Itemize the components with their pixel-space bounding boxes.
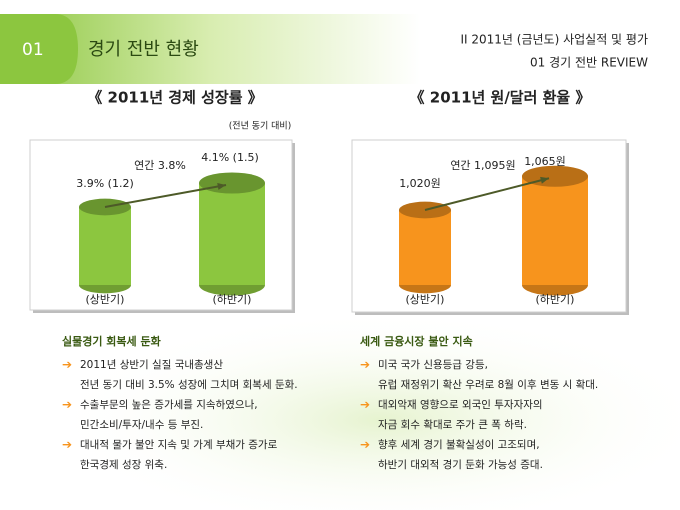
bullet-text: 자금 회수 확대로 주가 큰 폭 하락.: [378, 418, 527, 431]
value-label: 3.9% (1.2): [76, 177, 134, 190]
annotation: 연간 1,095원: [450, 159, 515, 172]
bullet-text: 민간소비/투자/내수 등 부진.: [80, 419, 203, 431]
bar: [79, 207, 131, 285]
value-label: 4.1% (1.5): [201, 151, 259, 164]
trend-arrowhead: [540, 176, 549, 184]
trend-arrowhead: [217, 183, 226, 190]
bullet-text: 한국경제 성장 위축.: [80, 458, 167, 471]
bullet-arrow: ➔: [360, 438, 370, 452]
category-label: (상반기): [86, 293, 125, 306]
chart: 《 2011년 원/달러 환율 》 (상반기) 1,020원 (하반기) 1,065원 연…: [351, 89, 629, 315]
annotation: 연간 3.8%: [134, 159, 186, 172]
category-label: (하반기): [213, 292, 252, 306]
chart: 《 2011년 경제 성장률 》 (전년 동기 대비) (상반기) 3.9% (1.2…: [29, 89, 295, 313]
bullet-arrow: ➔: [62, 398, 72, 412]
section-heading: 세계 금융시장 불안 지속: [360, 334, 473, 348]
chart-note: (전년 동기 대비): [229, 121, 291, 132]
header-number: 01: [22, 40, 44, 60]
bar: [522, 176, 588, 285]
category-label: (상반기): [406, 293, 445, 306]
bullet-arrow: ➔: [360, 398, 370, 412]
trend-arrow: [424, 177, 550, 211]
bullet-text: 미국 국가 신용등급 강등,: [378, 359, 488, 371]
bar-cap: [199, 172, 265, 194]
trend-arrow: [104, 184, 227, 208]
bullet-text: 2011년 상반기 실질 국내총생산: [80, 359, 223, 371]
bullet-text: 향후 세계 경기 불확실성이 고조되며,: [378, 438, 540, 451]
bullet-arrow: ➔: [360, 358, 370, 372]
bar: [399, 210, 451, 285]
bullet-arrow: ➔: [62, 438, 72, 452]
value-label: 1,065원: [524, 155, 566, 168]
bar: [199, 183, 265, 285]
bullet-text: 대외악재 영향으로 외국인 투자자자의: [378, 399, 543, 411]
bullet-text: 대내적 물가 불안 지속 및 가계 부채가 증가로: [80, 439, 278, 451]
chart-title: 《 2011년 경제 성장률 》: [87, 89, 262, 107]
bullet-text: 하반기 대외적 경기 둔화 가능성 증대.: [378, 458, 543, 471]
section-heading: 실물경기 회복세 둔화: [62, 334, 161, 348]
bullet-text: 유럽 재정위기 확산 우려로 8월 이후 변동 시 확대.: [378, 378, 598, 391]
header-tab: [0, 14, 78, 84]
header-section: II 2011년 (금년도) 사업실적 및 평가: [461, 33, 649, 47]
chart-title: 《 2011년 원/달러 환율 》: [410, 89, 591, 107]
header-title: 경기 전반 현황: [88, 39, 199, 60]
bullet-text: 수출부문의 높은 증가세를 지속하였으나,: [80, 398, 258, 411]
bullet-arrow: ➔: [62, 358, 72, 372]
category-label: (하반기): [536, 292, 575, 306]
background-glow: [50, 310, 680, 510]
header-subsection: 01 경기 전반 REVIEW: [530, 56, 648, 70]
bullet-text: 전년 동기 대비 3.5% 성장에 그치며 회복세 둔화.: [80, 379, 298, 391]
value-label: 1,020원: [399, 177, 441, 190]
